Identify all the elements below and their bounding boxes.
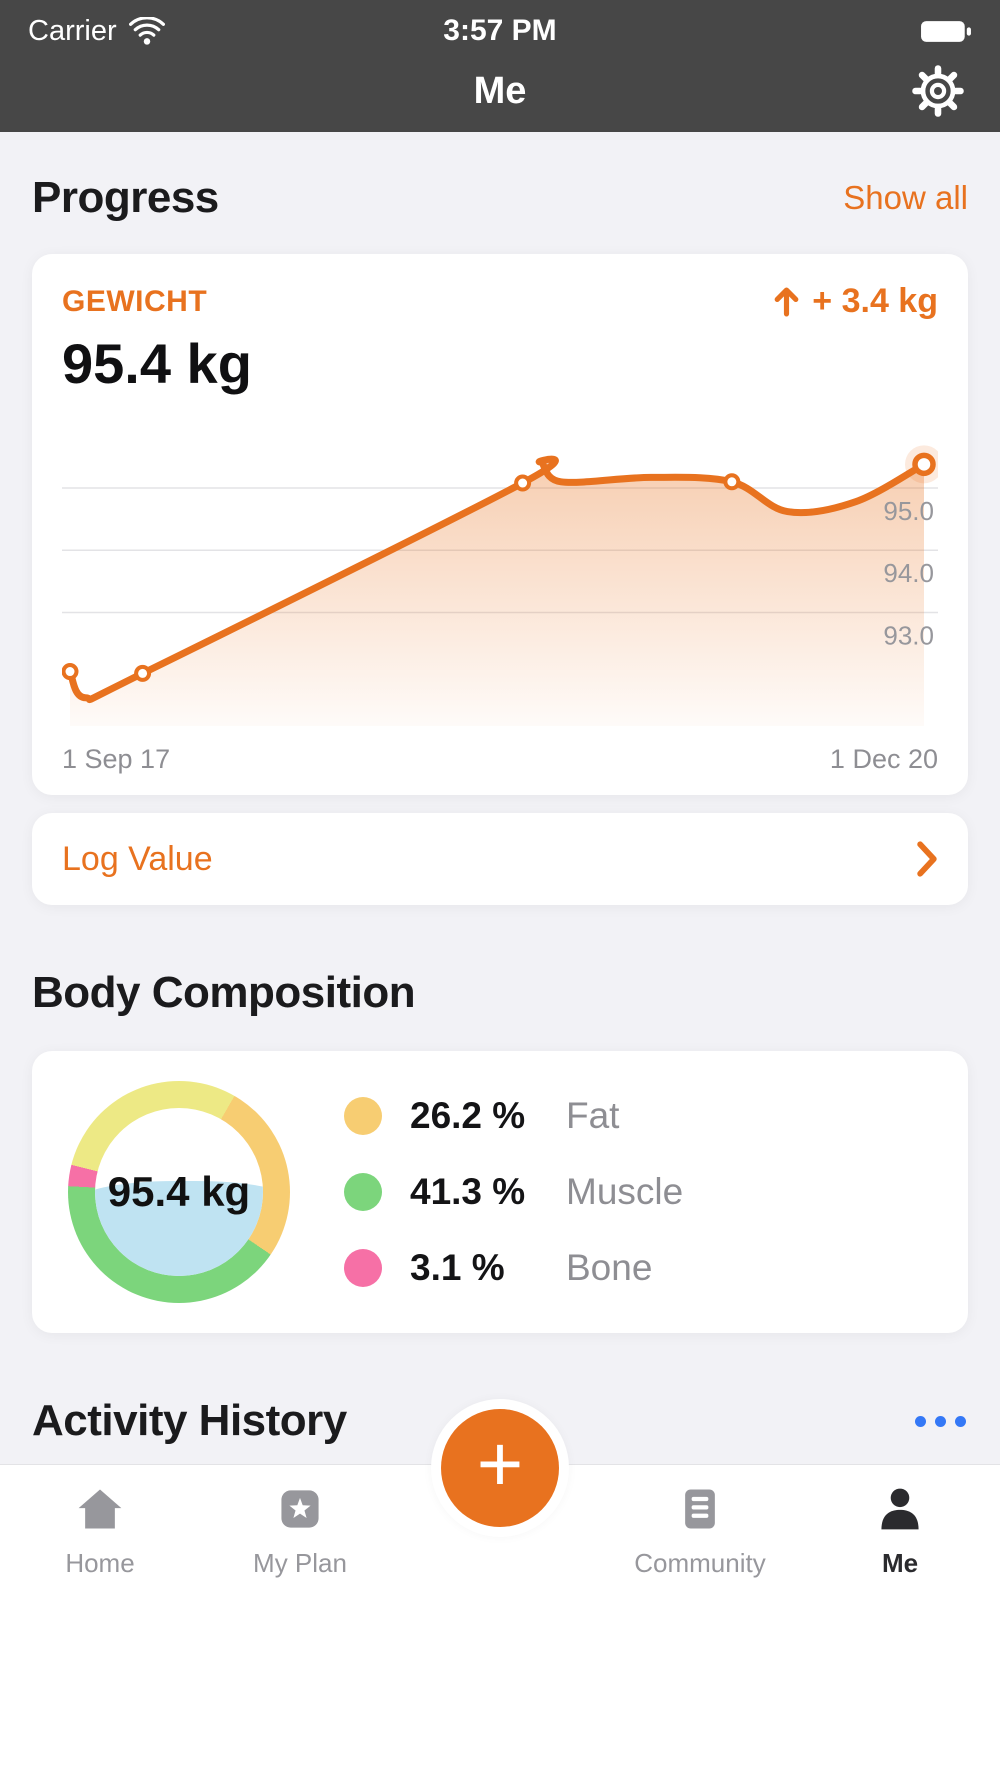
data-point-marker	[134, 664, 152, 682]
trend-up-arrow-icon	[773, 286, 800, 317]
tab-label: My Plan	[253, 1548, 347, 1578]
status-time: 3:57 PM	[443, 14, 557, 47]
tab-my-plan[interactable]: My Plan	[200, 1483, 400, 1579]
legend-row-muscle: 41.3 % Muscle	[344, 1171, 683, 1213]
progress-heading: Progress	[32, 173, 219, 222]
header: Carrier 3:57 PM Me	[0, 0, 1000, 132]
log-value-label: Log Value	[62, 839, 213, 878]
y-axis-label: 93.0	[883, 620, 934, 650]
legend-label: Bone	[566, 1247, 653, 1288]
more-options-button[interactable]	[913, 1408, 968, 1435]
legend-dot	[344, 1173, 382, 1211]
nav-bar: Me	[0, 50, 1000, 132]
legend-value: 26.2 %	[410, 1095, 526, 1136]
fab-halo: +	[431, 1399, 569, 1537]
fab-add-button[interactable]: +	[441, 1409, 559, 1527]
dot-icon	[935, 1415, 946, 1427]
data-point-marker	[62, 663, 79, 681]
weight-progress-card[interactable]: GEWICHT + 3.4 kg 95.4 kg	[32, 254, 968, 795]
body-composition-card: 95.4 kg 26.2 % Fat 41.3 % Muscle 3.1 %	[32, 1051, 968, 1333]
delta-label: + 3.4 kg	[812, 282, 938, 320]
legend-label: Fat	[566, 1095, 620, 1136]
data-point-marker	[912, 452, 936, 477]
legend-label: Muscle	[566, 1171, 684, 1212]
legend-value: 3.1 %	[410, 1247, 505, 1288]
settings-button[interactable]	[908, 61, 968, 121]
legend-row-bone: 3.1 % Bone	[344, 1247, 683, 1289]
donut-center: 95.4 kg	[95, 1108, 263, 1276]
main-content: Progress Show all GEWICHT + 3.4 kg 95.4 …	[0, 170, 1000, 1449]
home-icon	[72, 1483, 128, 1538]
star-plan-icon	[272, 1483, 328, 1538]
status-bar: Carrier 3:57 PM	[0, 0, 1000, 50]
legend-value: 41.3 %	[410, 1171, 526, 1212]
y-axis-label: 94.0	[883, 558, 934, 588]
body-composition-section-header: Body Composition	[32, 965, 968, 1021]
weight-line	[66, 455, 928, 704]
metric-label: GEWICHT	[62, 284, 208, 318]
legend-dot	[344, 1249, 382, 1287]
weight-card-top-row: GEWICHT + 3.4 kg	[62, 282, 938, 321]
tab-label: Community	[634, 1548, 766, 1578]
y-axis-label: 95.0	[883, 496, 934, 526]
current-weight-value: 95.4 kg	[62, 332, 252, 395]
legend-dot	[344, 1097, 382, 1135]
x-axis-labels: 1 Sep 17 1 Dec 20	[62, 744, 938, 775]
person-icon	[872, 1483, 928, 1538]
activity-history-section-header: Activity History	[32, 1393, 968, 1449]
body-composition-legend: 26.2 % Fat 41.3 % Muscle 3.1 % Bone	[344, 1095, 683, 1289]
wifi-icon	[128, 16, 165, 46]
x-axis-label-start: 1 Sep 17	[62, 744, 171, 774]
chevron-right-icon	[917, 841, 938, 877]
water-fill	[95, 1180, 263, 1276]
tab-me[interactable]: Me	[800, 1483, 1000, 1579]
gear-icon	[908, 65, 968, 124]
body-composition-donut: 95.4 kg	[68, 1081, 290, 1303]
data-point-marker	[514, 474, 532, 492]
donut-center-value: 95.4 kg	[107, 1168, 251, 1215]
tab-label: Home	[65, 1548, 135, 1578]
weight-delta: + 3.4 kg	[773, 282, 938, 321]
tab-home[interactable]: Home	[0, 1483, 200, 1579]
progress-section-header: Progress Show all	[32, 170, 968, 226]
body-composition-heading: Body Composition	[32, 968, 416, 1017]
tab-label: Me	[881, 1548, 919, 1578]
show-all-link[interactable]: Show all	[843, 179, 968, 216]
community-icon	[672, 1483, 728, 1538]
log-value-row[interactable]: Log Value	[32, 813, 968, 905]
tab-community[interactable]: Community	[600, 1483, 800, 1579]
battery-icon	[920, 20, 972, 43]
data-point-marker	[723, 473, 741, 491]
weight-chart: 95.0 94.0 93.0	[62, 445, 938, 726]
x-axis-label-end: 1 Dec 20	[829, 744, 938, 774]
legend-row-fat: 26.2 % Fat	[344, 1095, 683, 1137]
dot-icon	[955, 1415, 966, 1427]
plus-icon: +	[476, 1419, 524, 1508]
dot-icon	[915, 1415, 926, 1427]
weight-area-fill	[70, 459, 924, 726]
carrier-label: Carrier	[28, 14, 117, 47]
page-title: Me	[473, 69, 527, 112]
activity-history-heading: Activity History	[32, 1396, 347, 1445]
